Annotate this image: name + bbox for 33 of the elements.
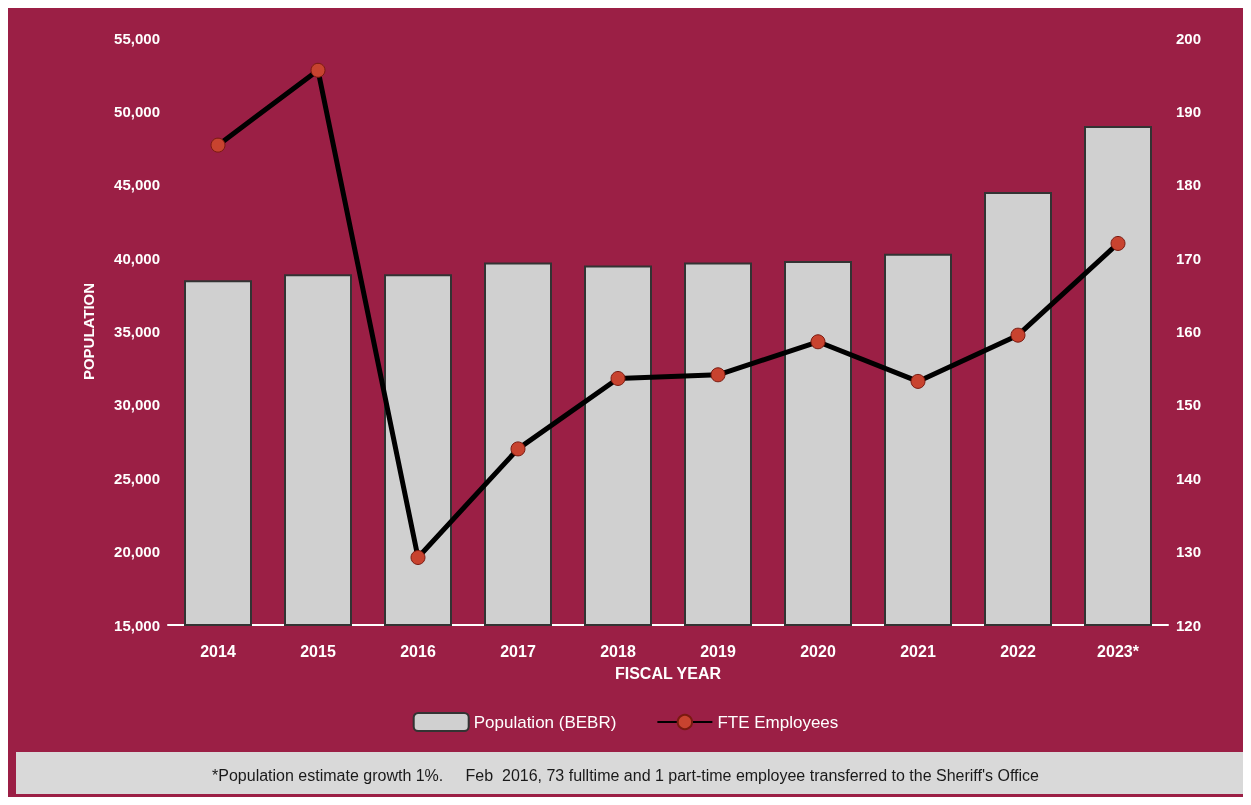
x-tick-label: 2014 <box>200 642 236 660</box>
y-tick-label: 45,000 <box>114 176 160 194</box>
x-tick-label: 2018 <box>600 642 636 660</box>
y2-tick-label: 160 <box>1176 323 1202 340</box>
y-tick-label: 15,000 <box>114 616 160 634</box>
x-tick-label: 2022 <box>1000 642 1036 660</box>
y2-tick-label: 170 <box>1176 249 1202 267</box>
y2-tick-label: 200 <box>1176 29 1202 47</box>
y2-tick-label: 130 <box>1176 543 1202 561</box>
y2-tick-label: 180 <box>1176 176 1202 194</box>
y-axis-title: POPULATION <box>80 282 97 381</box>
x-tick-label: 2017 <box>500 642 536 660</box>
y-tick-label: 30,000 <box>114 396 160 414</box>
y2-tick-label: 190 <box>1176 102 1202 120</box>
y2-tick-label: 140 <box>1176 469 1202 487</box>
x-tick-label: 2020 <box>800 642 836 660</box>
x-tick-label: 2016 <box>400 642 436 660</box>
y-tick-label: 50,000 <box>114 102 160 120</box>
y-tick-label: 40,000 <box>114 249 160 267</box>
x-axis-title: FISCAL YEAR <box>614 664 722 682</box>
y-tick-label: 25,000 <box>114 469 160 487</box>
x-tick-label: 2015 <box>300 642 336 660</box>
y2-tick-label: 150 <box>1176 396 1202 414</box>
text: *Population estimate growth 1%. Feb 2016, 73 fulltime and 1 part-time employee transferred to the Sheriff's Office <box>212 766 1040 784</box>
x-tick-label: 2019 <box>700 642 736 660</box>
y2-tick-label: 120 <box>1176 616 1202 634</box>
x-tick-label: 2023* <box>1097 642 1140 660</box>
x-tick-label: 2021 <box>900 642 936 660</box>
y-tick-label: 35,000 <box>114 323 160 340</box>
legend-label: FTE Employees <box>717 712 839 732</box>
legend-label: Population (BEBR) <box>473 712 617 732</box>
y-tick-label: 55,000 <box>114 29 160 47</box>
y-tick-label: 20,000 <box>114 543 160 561</box>
